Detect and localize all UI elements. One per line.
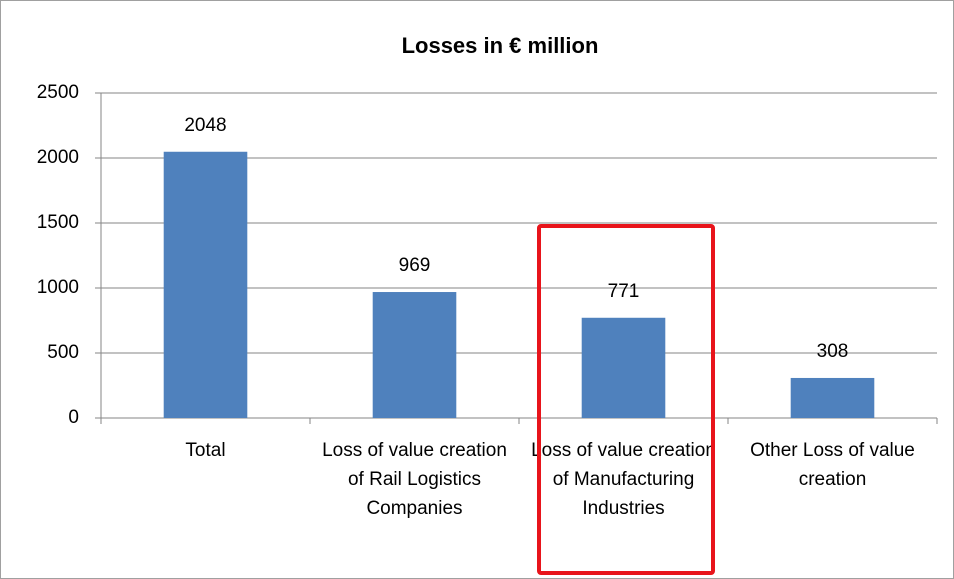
data-label: 771 (608, 281, 640, 302)
x-tick-label: Loss of value creation of Manufacturing … (531, 440, 716, 519)
bar (790, 377, 875, 418)
data-label: 2048 (184, 115, 226, 136)
y-tick-label: 0 (68, 407, 79, 428)
y-tick-label: 2500 (37, 82, 79, 103)
y-tick-label: 1000 (37, 277, 79, 298)
bar (372, 292, 457, 418)
y-tick-label: 1500 (37, 212, 79, 233)
bar (163, 151, 248, 418)
data-label: 969 (399, 255, 431, 276)
chart-title: Losses in € million (402, 33, 599, 58)
y-tick-label: 500 (47, 342, 79, 363)
x-tick-label: Loss of value creation of Rail Logistics… (322, 440, 507, 519)
data-label: 308 (817, 341, 849, 362)
x-tick-label: Total (185, 440, 226, 461)
bar (581, 317, 666, 418)
y-tick-label: 2000 (37, 147, 79, 168)
x-tick-label: Other Loss of value creation (750, 440, 915, 490)
